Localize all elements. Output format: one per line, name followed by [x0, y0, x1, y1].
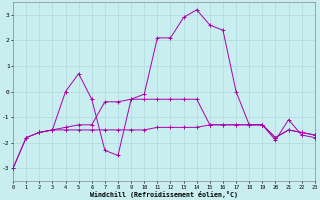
- X-axis label: Windchill (Refroidissement éolien,°C): Windchill (Refroidissement éolien,°C): [90, 191, 238, 198]
